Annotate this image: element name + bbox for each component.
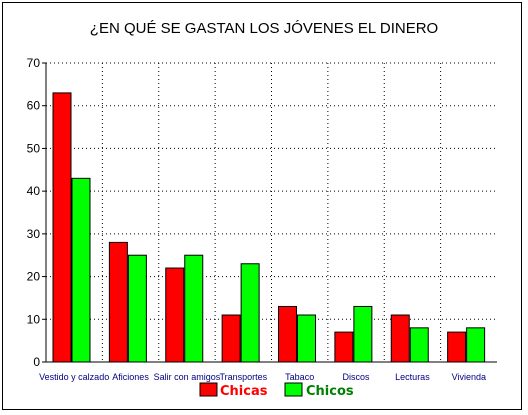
x-tick-label: Vivienda <box>452 372 486 382</box>
bar-chicos-0 <box>71 177 91 363</box>
y-tick-label: 20 <box>27 270 41 284</box>
bar-chicos-4 <box>297 314 316 363</box>
bar-chicos-1 <box>127 254 147 363</box>
bars <box>52 92 486 363</box>
y-tick-label: 70 <box>27 56 41 70</box>
x-tick-label: Transportes <box>219 372 267 382</box>
bar-chicos-5 <box>353 305 373 363</box>
axes <box>45 63 497 363</box>
x-tick-label: Salir con amigos <box>154 372 221 382</box>
bar-chicas-2 <box>165 267 185 363</box>
y-axis-ticks: 0 10 20 30 40 50 60 70 <box>27 56 46 369</box>
x-tick-label: Vestido y calzado <box>39 372 109 382</box>
y-tick-label: 40 <box>27 184 41 198</box>
bar-chicas-1 <box>108 241 128 363</box>
x-axis-ticks: Vestido y calzado Aficiones Salir con amig… <box>39 372 486 382</box>
legend-swatch-chicas <box>199 382 218 397</box>
bar-chicos-2 <box>184 254 204 363</box>
chart-title: ¿EN QUÉ SE GASTAN LOS JÓVENES EL DINERO <box>90 20 438 37</box>
legend-swatch-chicos <box>284 382 303 397</box>
legend: Chicas Chicos <box>199 382 354 399</box>
bar-chicas-0 <box>52 92 72 363</box>
bar-chicos-3 <box>240 263 260 363</box>
y-tick-label: 60 <box>27 99 41 113</box>
y-tick-label: 0 <box>33 355 40 369</box>
x-tick-label: Discos <box>343 372 371 382</box>
bar-chicos-6 <box>409 327 429 363</box>
x-tick-label: Aficiones <box>112 372 149 382</box>
bar-chicas-7 <box>447 331 467 363</box>
bar-chicos-7 <box>466 327 486 363</box>
y-tick-label: 30 <box>27 227 41 241</box>
legend-label-chicos: Chicos <box>306 384 354 399</box>
bar-chicas-3 <box>221 314 241 363</box>
y-tick-label: 50 <box>27 141 41 155</box>
bar-chicas-6 <box>390 314 410 363</box>
bar-chicas-5 <box>334 331 354 363</box>
x-tick-label: Lecturas <box>395 372 430 382</box>
legend-label-chicas: Chicas <box>220 384 268 399</box>
y-tick-label: 10 <box>27 312 41 326</box>
x-tick-label: Tabaco <box>285 372 314 382</box>
bar-chicas-4 <box>278 305 297 363</box>
